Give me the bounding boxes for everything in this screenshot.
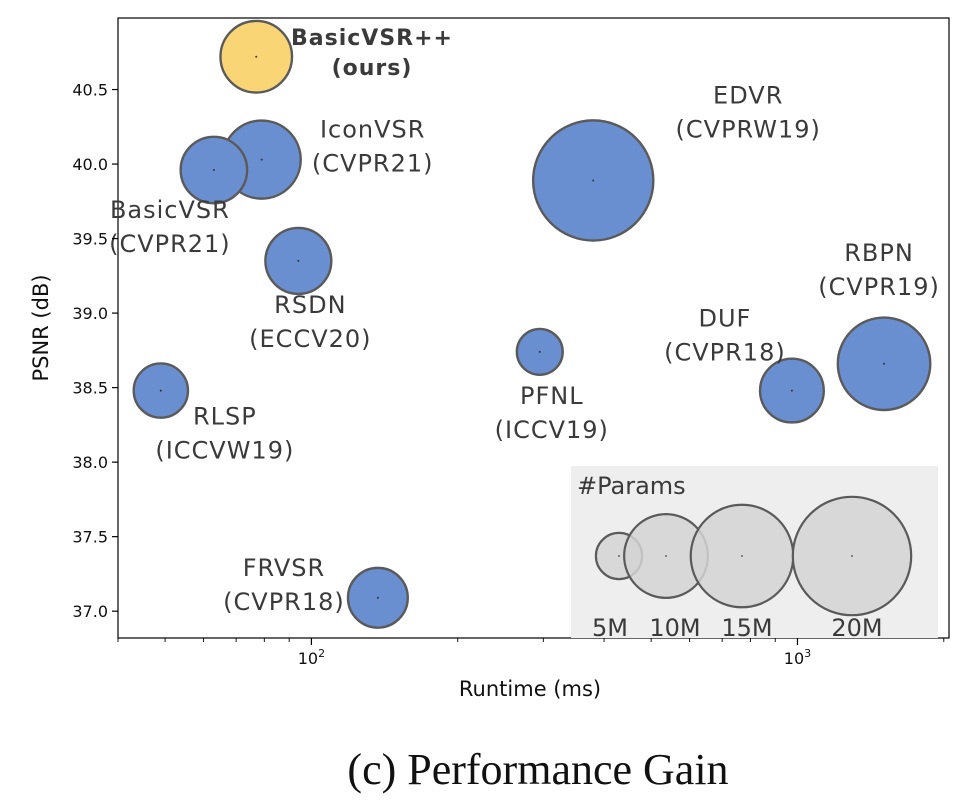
bubble-center-dot (592, 179, 595, 182)
y-tick-label: 37.5 (72, 528, 108, 547)
legend-bubble-center (741, 555, 743, 557)
y-tick-label: 39.0 (72, 304, 108, 323)
point-name-label: BasicVSR (110, 196, 230, 224)
y-tick-label: 40.5 (72, 81, 108, 100)
point-venue-label: (CVPR21) (109, 230, 231, 258)
bubble-layer (132, 19, 932, 629)
legend-size-label: 15M (721, 614, 772, 642)
point-name-label: BasicVSR++ (291, 26, 453, 51)
x-axis-title: Runtime (ms) (459, 677, 601, 701)
bubble-center-dot (883, 362, 886, 365)
point-venue-label: (CVPR18) (664, 339, 786, 367)
point-venue-label: (CVPR19) (818, 273, 940, 301)
x-tick-base: 10 (298, 649, 318, 668)
point-venue-label: (CVPR21) (312, 150, 434, 178)
y-tick-label: 37.0 (72, 602, 108, 621)
bubble-center-dot (538, 350, 541, 353)
bubble-center-dot (212, 169, 215, 172)
point-venue-label: (ours) (332, 56, 413, 81)
x-tick-label: 103 (784, 647, 811, 668)
legend-size-label: 10M (649, 614, 700, 642)
point-name-label: RSDN (274, 291, 346, 319)
point-name-label: PFNL (520, 382, 584, 410)
x-tick-exponent: 3 (804, 647, 811, 660)
y-tick-label: 39.5 (72, 230, 108, 249)
point-venue-label: (CVPRW19) (676, 115, 821, 143)
legend-size-label: 20M (831, 614, 882, 642)
bubble-center-dot (297, 259, 300, 262)
point-name-label: FRVSR (243, 554, 326, 582)
figure-caption: (c) Performance Gain (347, 745, 728, 794)
point-venue-label: (ICCV19) (495, 416, 609, 444)
y-axis-title: PSNR (dB) (29, 274, 53, 381)
bubble-center-dot (790, 389, 793, 392)
point-name-label: EDVR (713, 81, 783, 109)
point-venue-label: (CVPR18) (223, 588, 345, 616)
point-name-label: IconVSR (320, 116, 426, 144)
params-legend: #Params 5M 10M 15M 20M (571, 466, 938, 642)
legend-size-label: 5M (592, 614, 628, 642)
legend-bubble-center (665, 555, 667, 557)
legend-bubble-center (851, 555, 853, 557)
x-tick-exponent: 2 (318, 647, 325, 660)
y-tick-label: 38.5 (72, 379, 108, 398)
bubble-center-dot (255, 55, 258, 58)
y-tick-label: 40.0 (72, 155, 108, 174)
legend-title: #Params (577, 472, 686, 500)
point-name-label: RBPN (844, 239, 914, 267)
x-tick-label: 102 (298, 647, 325, 668)
label-layer: BasicVSR++ (ours) IconVSR (CVPR21) BasicVSR (… (109, 26, 940, 616)
y-tick-label: 38.0 (72, 453, 108, 472)
legend-bubble-center (618, 555, 620, 557)
point-name-label: DUF (698, 305, 751, 333)
point-venue-label: (ICCVW19) (155, 437, 294, 465)
bubble-center-dot (376, 596, 379, 599)
bubble-center-dot (159, 389, 162, 392)
x-tick-base: 10 (784, 649, 804, 668)
point-venue-label: (ECCV20) (249, 325, 371, 353)
bubble-center-dot (260, 158, 263, 161)
point-name-label: RLSP (193, 403, 257, 431)
